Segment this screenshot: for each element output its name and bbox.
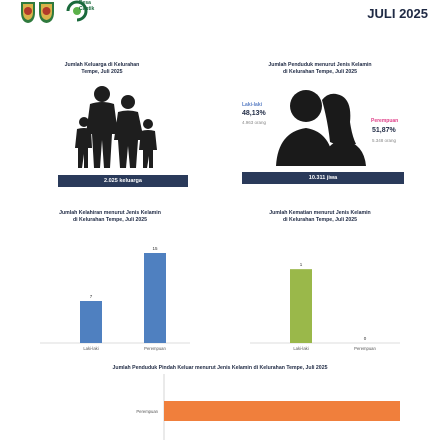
desa-cantik-logo-icon: [66, 0, 88, 22]
male-count: 4.963 orang: [242, 120, 267, 125]
births-value-label-1: 15: [152, 246, 158, 251]
deaths-title-line2: di Kelurahan Tempe, Juli 2025: [283, 217, 357, 223]
births-title-line2: di Kelurahan Tempe, Juli 2025: [73, 217, 147, 223]
deaths-category-label-1: Perempuan: [354, 346, 376, 351]
female-label: Perempuan: [371, 118, 399, 124]
population-title-line2: di Kelurahan Tempe, Juli 2025: [283, 69, 357, 75]
deaths-value-label-0: 1: [300, 262, 303, 267]
moveout-category-label-1: Perempuan: [136, 409, 158, 414]
female-percent: 51,87%: [372, 127, 396, 134]
emblem-logo-icon: [21, 2, 54, 23]
male-label: Laki-laki: [242, 102, 263, 108]
population-title: Jumlah Penduduk menurut Jenis Kelamin di…: [230, 62, 410, 76]
population-title-line1: Jumlah Penduduk menurut Jenis Kelamin: [268, 62, 372, 68]
births-bar-0: [80, 301, 102, 343]
population-count-band: 10.311 jiwa: [242, 172, 404, 184]
family-icon: [75, 86, 157, 168]
births-value-label-0: 7: [90, 294, 93, 299]
female-count: 5.348 orang: [372, 138, 397, 143]
families-title-line1: Jumlah Keluarga di Kelurahan: [64, 62, 140, 68]
logo-text-line2: Cantik: [79, 5, 95, 12]
logo-text-line1: Desa: [79, 0, 91, 6]
moveout-bar-1: [164, 401, 400, 421]
male-percent: 48,13%: [242, 110, 266, 117]
desa-cantik-text: Desa Cantik: [79, 0, 95, 12]
births-title-line1: Jumlah Kelahiran menurut Jenis Kelamin: [59, 210, 161, 216]
births-title: Jumlah Kelahiran menurut Jenis Kelamin d…: [20, 210, 200, 224]
deaths-category-label-0: Laki-laki: [293, 346, 308, 351]
families-count-band: 2.025 keluarga: [58, 175, 188, 187]
deaths-bar-0: [290, 269, 312, 343]
deaths-chart: 1 Laki-laki 0 Perempuan: [250, 262, 400, 351]
couple-silhouette-icon: [276, 90, 366, 166]
period-label: JULI 2025: [367, 6, 428, 21]
moveout-title: Jumlah Penduduk Pindah Keluar menurut Je…: [112, 365, 328, 371]
moveout-chart: 2Perempuan: [136, 374, 400, 440]
births-category-label-1: Perempuan: [144, 346, 166, 351]
deaths-title: Jumlah Kematian menurut Jenis Kelamin di…: [230, 210, 410, 224]
births-chart: 7 Laki-laki 15 Perempuan: [40, 246, 190, 351]
deaths-title-line1: Jumlah Kematian menurut Jenis Kelamin: [269, 210, 371, 216]
families-title-line2: Tempe, Juli 2025: [81, 69, 123, 75]
deaths-value-label-1: 0: [364, 336, 367, 341]
births-category-label-0: Laki-laki: [83, 346, 98, 351]
births-bar-1: [144, 253, 166, 343]
families-title: Jumlah Keluarga di Kelurahan Tempe, Juli…: [22, 62, 182, 76]
header: Desa Cantik JULI 2025: [0, 0, 440, 30]
